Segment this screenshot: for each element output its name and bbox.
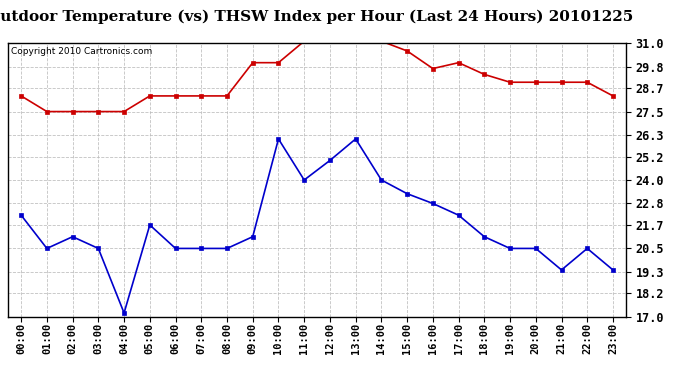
Text: Copyright 2010 Cartronics.com: Copyright 2010 Cartronics.com [11,47,152,56]
Text: Outdoor Temperature (vs) THSW Index per Hour (Last 24 Hours) 20101225: Outdoor Temperature (vs) THSW Index per … [0,9,633,24]
